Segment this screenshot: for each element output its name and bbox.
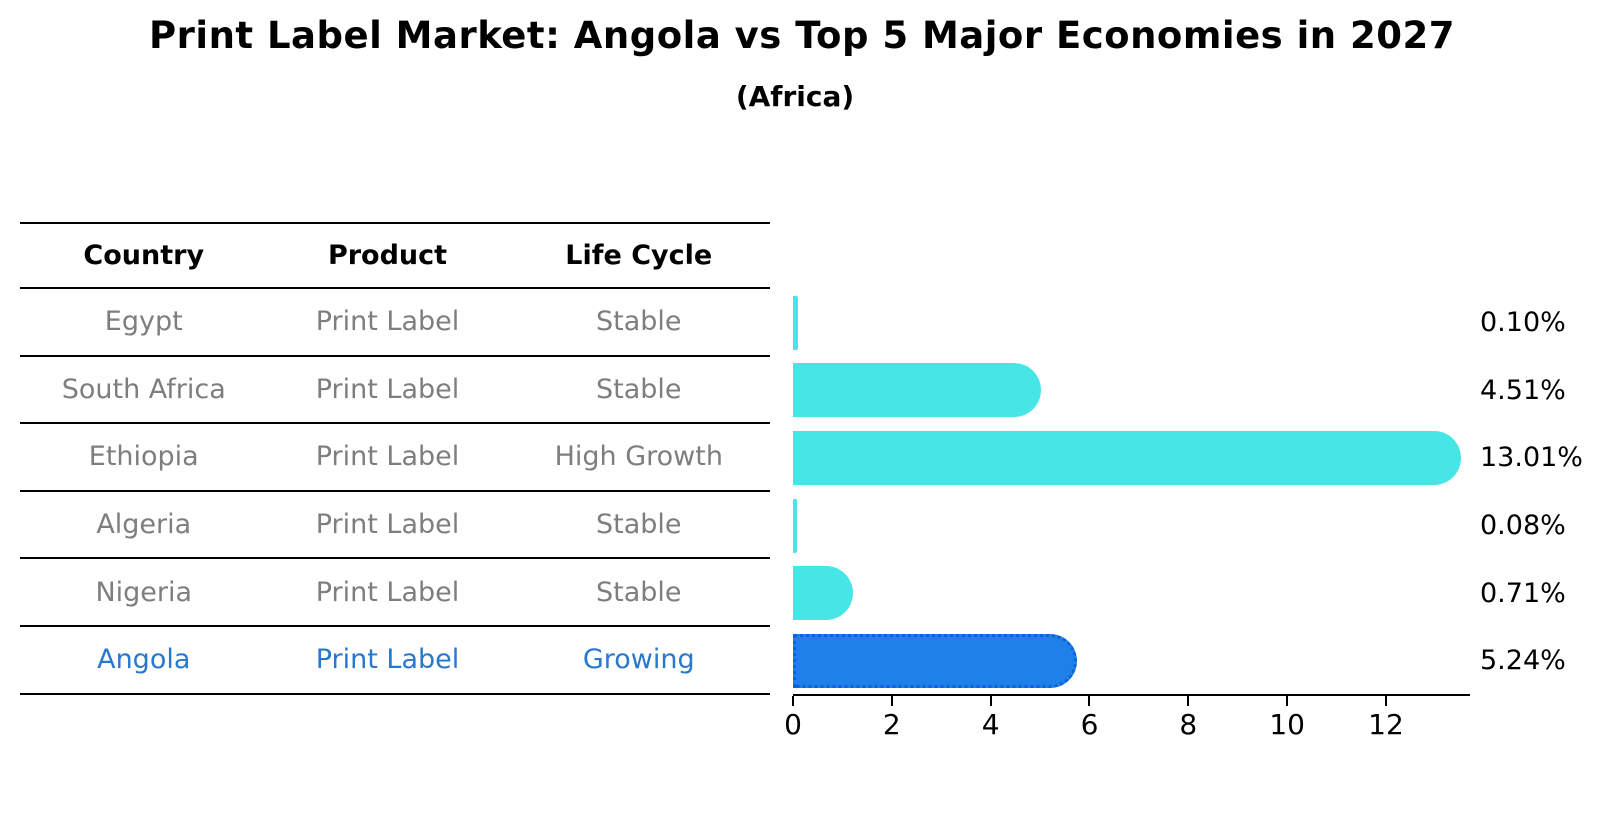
x-tick-label: 2: [882, 708, 901, 741]
cell-product: Print Label: [315, 576, 460, 608]
cell-product: Print Label: [315, 373, 460, 405]
table-header-row: Country Product Life Cycle: [20, 224, 770, 289]
table-body: Egypt Print Label Stable South Africa Print …: [20, 289, 770, 695]
bar-row: [793, 492, 1470, 560]
bar-row: [793, 357, 1470, 425]
header-cell-life-cycle: Life Cycle: [565, 240, 713, 271]
x-tick-label: 0: [784, 708, 802, 741]
table-row: Ethiopia Print Label High Growth: [20, 424, 770, 492]
cell-country: Angola: [97, 644, 191, 676]
value-label: 5.24%: [1480, 645, 1566, 677]
bar-ethiopia: [793, 430, 1461, 485]
bar-row: [793, 289, 1470, 357]
table-row: Egypt Print Label Stable: [20, 289, 770, 357]
cell-life-cycle: Growing: [582, 644, 695, 676]
bar-algeria: [793, 498, 797, 553]
header-cell-product: Product: [327, 240, 448, 271]
x-tick-label: 6: [1080, 708, 1099, 741]
bar-row: [793, 627, 1470, 695]
highlighted-bar-angola: [793, 633, 1077, 688]
cell-country: Egypt: [104, 306, 183, 338]
x-axis-spine: [793, 694, 1470, 696]
value-label: 0.08%: [1480, 510, 1566, 542]
x-tick-mark: [792, 696, 794, 706]
x-axis: 0 2 4 6 8 10 12: [784, 694, 1470, 754]
cell-product: Print Label: [315, 644, 460, 676]
value-label: 0.10%: [1480, 307, 1566, 339]
bar-row: [793, 424, 1470, 492]
bar-egypt: [793, 295, 798, 350]
bar-south-africa: [793, 363, 1041, 418]
cell-country: Nigeria: [95, 576, 193, 608]
cell-product: Print Label: [315, 509, 460, 541]
header-cell-country: Country: [83, 240, 205, 271]
table-row: South Africa Print Label Stable: [20, 357, 770, 425]
value-labels: 0.10% 4.51% 13.01% 0.08% 0.71% 5.24%: [1480, 289, 1604, 695]
x-tick-mark: [890, 696, 893, 706]
cell-product: Print Label: [315, 306, 460, 338]
x-tick-label: 8: [1179, 708, 1198, 741]
cell-life-cycle: High Growth: [554, 441, 723, 473]
value-label: 4.51%: [1480, 374, 1566, 406]
table-row: Nigeria Print Label Stable: [20, 559, 770, 627]
cell-product: Print Label: [315, 441, 460, 473]
x-tick-label: 10: [1269, 708, 1305, 741]
bar-plot: [793, 289, 1470, 695]
table-row: Angola Print Label Growing: [20, 627, 770, 695]
cell-country: Ethiopia: [88, 441, 199, 473]
data-table: Country Product Life Cycle Egypt Print Labe…: [20, 222, 770, 695]
chart-title: Print Label Market: Angola vs Top 5 Majo…: [149, 14, 1455, 57]
cell-country: South Africa: [61, 373, 226, 405]
bar-nigeria: [793, 566, 854, 621]
x-tick-mark: [1286, 696, 1289, 706]
x-tick-label: 4: [981, 708, 1000, 741]
cell-life-cycle: Stable: [595, 509, 682, 541]
x-tick-mark: [989, 696, 992, 706]
cell-life-cycle: Stable: [595, 576, 682, 608]
cell-life-cycle: Stable: [595, 373, 682, 405]
x-tick-mark: [1187, 696, 1190, 706]
bar-row: [793, 559, 1470, 627]
value-label: 0.71%: [1480, 577, 1566, 609]
x-tick-mark: [1384, 696, 1387, 706]
value-label: 13.01%: [1480, 442, 1583, 474]
cell-life-cycle: Stable: [595, 306, 682, 338]
chart-subtitle: (Africa): [735, 80, 855, 113]
table-row: Algeria Print Label Stable: [20, 492, 770, 560]
x-tick-label: 12: [1368, 708, 1404, 741]
cell-country: Algeria: [96, 509, 192, 541]
x-tick-mark: [1088, 696, 1091, 706]
